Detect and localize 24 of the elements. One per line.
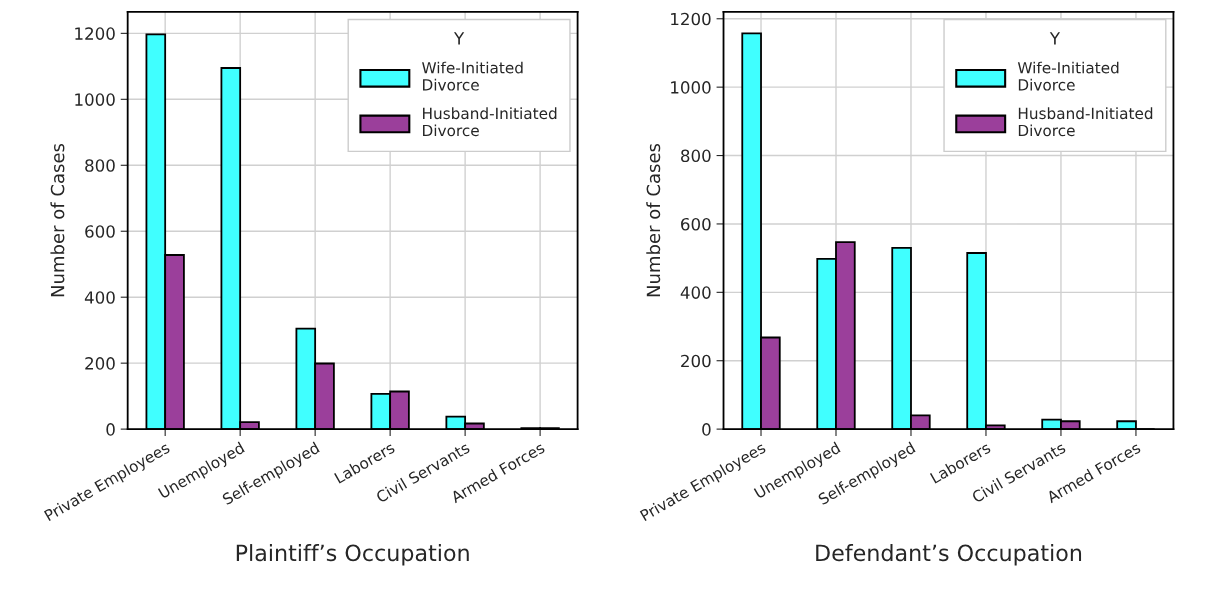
y-tick-label: 1200: [75, 27, 115, 40]
y-tick-label: 800: [85, 159, 115, 172]
y-tick-label: 400: [84, 291, 115, 304]
y-tick-label: 200: [681, 354, 711, 368]
legend-label: Wife-Initiated Divorce: [422, 61, 523, 91]
y-tick-label: 0: [702, 423, 711, 436]
y-tick-label: 0: [106, 423, 115, 436]
legend-title: Y: [453, 32, 465, 45]
legend-label: Wife-Initiated Divorce: [1017, 61, 1119, 91]
y-tick-label: 600: [681, 217, 711, 231]
y-tick-label: 1000: [671, 81, 711, 94]
y-tick-label: 1000: [75, 93, 115, 106]
y-tick-label: 800: [681, 149, 711, 163]
x-axis-title: Plaintiff’s Occupation: [236, 544, 469, 566]
legend-title: Y: [1049, 32, 1061, 45]
y-axis-title: Number of Cases: [646, 143, 661, 297]
y-tick-label: 400: [680, 286, 711, 299]
legend-label: Husband-Initiated Divorce: [1018, 107, 1153, 137]
y-tick-label: 600: [85, 225, 115, 238]
y-axis-title: Number of Cases: [50, 143, 65, 297]
y-tick-label: 200: [85, 357, 115, 370]
x-axis-title: Defendant’s Occupation: [816, 544, 1082, 566]
y-tick-label: 1200: [671, 12, 711, 26]
legend-label: Husband-Initiated Divorce: [423, 107, 557, 137]
